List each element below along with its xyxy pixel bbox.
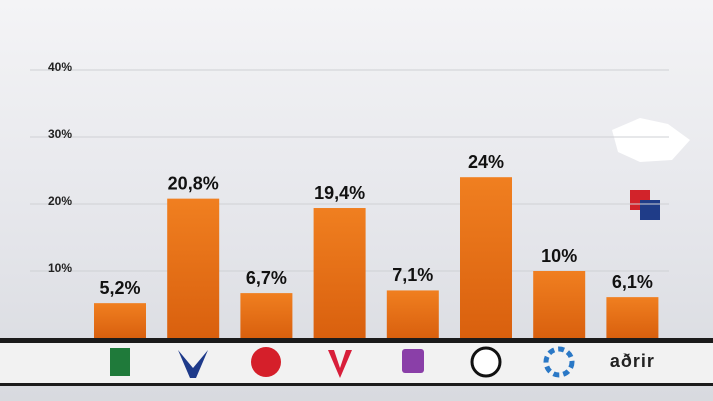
logo [110, 348, 130, 376]
y-tick-label: 10% [48, 261, 72, 275]
value-label: 19,4% [314, 183, 365, 203]
value-label: 6,7% [246, 268, 287, 288]
bar [167, 198, 220, 338]
bottom-line [0, 383, 713, 386]
emblem-part [640, 200, 660, 220]
x-tick-label: aðrir [610, 351, 655, 371]
logo [251, 347, 281, 377]
value-label: 5,2% [99, 278, 140, 298]
logo [543, 346, 575, 378]
value-label: 24% [468, 152, 504, 172]
y-tick-label: 20% [48, 194, 72, 208]
value-label: 6,1% [612, 272, 653, 292]
bar [240, 293, 293, 338]
logo [328, 350, 352, 378]
logos [110, 346, 575, 378]
value-label: 20,8% [168, 173, 219, 193]
logo [402, 349, 424, 373]
bar [94, 303, 146, 338]
bar [533, 271, 586, 338]
y-tick-label: 30% [48, 127, 72, 141]
bar [606, 297, 659, 338]
emblem [612, 118, 690, 220]
baseline [0, 338, 713, 343]
logo [470, 346, 502, 378]
map [612, 118, 690, 162]
y-tick-label: 40% [48, 60, 72, 74]
bar [386, 290, 439, 338]
logo [178, 350, 208, 378]
logo-strip [0, 343, 713, 383]
value-label: 7,1% [392, 265, 433, 285]
bar [313, 208, 366, 338]
value-label: 10% [541, 246, 577, 266]
bar [460, 177, 512, 338]
